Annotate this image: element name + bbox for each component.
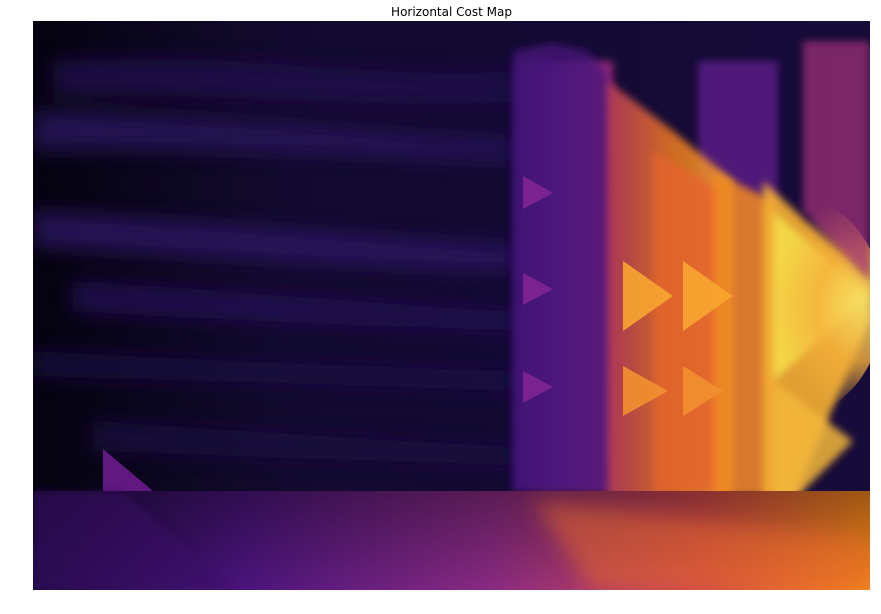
heatmap-image (33, 21, 870, 590)
region-right-bright-triangle (703, 41, 870, 501)
region-bottom-gradient-band (33, 449, 870, 590)
heatmap-canvas (33, 21, 870, 590)
plot-title: Horizontal Cost Map (391, 5, 512, 19)
region-left-haze-bands (33, 58, 513, 466)
